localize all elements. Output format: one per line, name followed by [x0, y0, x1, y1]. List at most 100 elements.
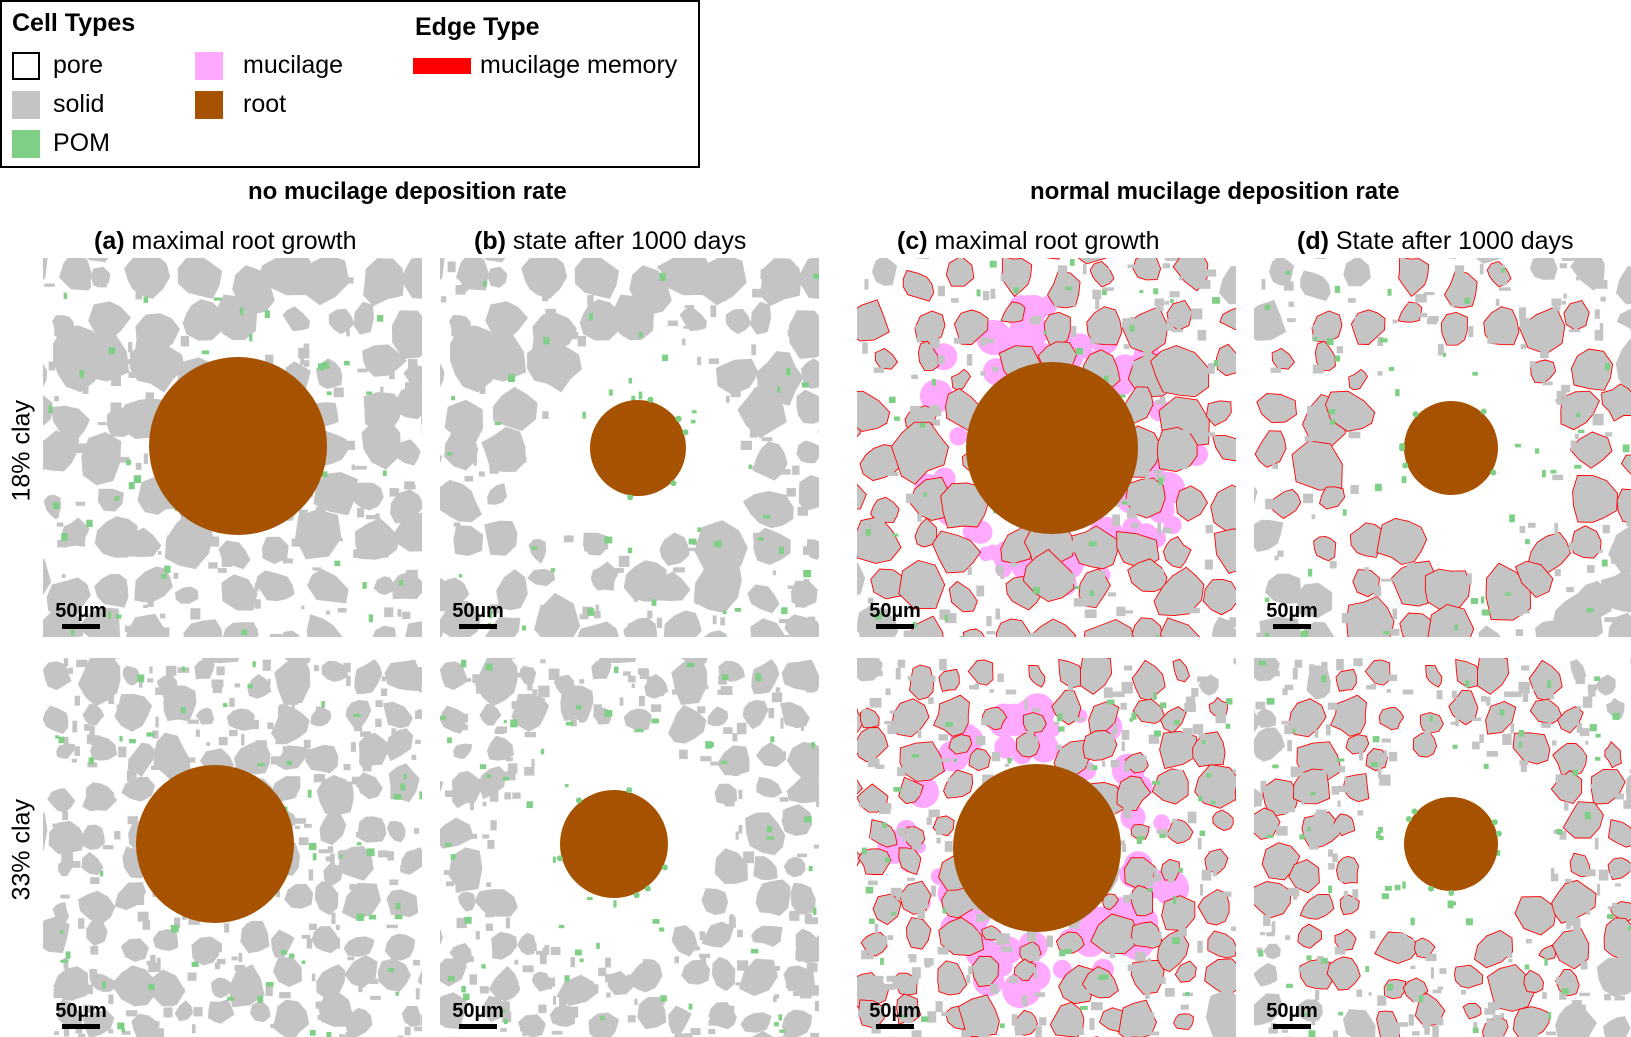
clay-particle: [733, 282, 738, 293]
clay-particle: [294, 825, 300, 830]
clay-particle: [738, 824, 743, 834]
solid-grain: [560, 685, 594, 722]
clay-particle: [1336, 765, 1345, 773]
clay-particle: [1437, 344, 1444, 356]
solid-grain: [1256, 393, 1297, 424]
clay-particle: [932, 419, 941, 426]
clay-particle: [1057, 265, 1068, 274]
clay-particle: [563, 369, 570, 381]
clay-particle: [1623, 594, 1631, 604]
clay-particle: [1519, 760, 1529, 766]
clay-particle: [363, 783, 370, 788]
solid-grain: [756, 776, 783, 798]
mucilage-patch: [919, 379, 954, 413]
clay-particle: [1277, 550, 1284, 557]
clay-particle: [1149, 1031, 1160, 1036]
clay-particle: [1312, 325, 1317, 330]
clay-particle: [1527, 1026, 1534, 1035]
pom-speck: [1612, 712, 1620, 720]
clay-particle: [935, 823, 943, 836]
clay-particle: [1615, 793, 1625, 800]
clay-particle: [532, 689, 538, 695]
clay-particle: [1423, 1017, 1431, 1026]
clay-particle: [1527, 522, 1536, 528]
solid-grain: [1306, 665, 1331, 700]
clay-particle: [1277, 886, 1285, 891]
clay-particle: [60, 668, 69, 676]
clay-particle: [511, 701, 519, 709]
pom-speck: [326, 391, 332, 396]
clay-particle: [147, 599, 154, 607]
scale-bar-line: [62, 624, 100, 629]
solid-grain: [898, 847, 922, 875]
pom-speck: [1121, 501, 1128, 505]
solid-grain: [394, 512, 422, 552]
solid-grain: [456, 258, 489, 291]
pom-speck: [1058, 726, 1065, 732]
legend-item-mucilage: mucilage: [195, 51, 343, 80]
pom-speck: [1372, 736, 1380, 743]
pom-speck: [766, 836, 775, 840]
clay-particle: [1275, 803, 1288, 814]
clay-particle: [805, 669, 810, 681]
clay-particle: [1260, 520, 1270, 525]
clay-particle: [229, 729, 238, 737]
clay-particle: [1154, 298, 1165, 307]
clay-particle: [1200, 883, 1204, 896]
clay-particle: [1460, 276, 1466, 286]
solid-grain: [43, 363, 48, 387]
clay-particle: [1510, 723, 1515, 734]
clay-particle: [48, 361, 56, 371]
clay-particle: [465, 771, 470, 781]
pom-speck: [447, 737, 452, 744]
clay-particle: [1162, 527, 1172, 534]
clay-particle: [1068, 680, 1074, 691]
clay-particle: [448, 994, 456, 1004]
clay-particle: [401, 712, 407, 723]
clay-particle: [973, 751, 980, 759]
clay-particle: [1591, 549, 1603, 554]
clay-particle: [187, 719, 199, 724]
clay-particle: [862, 796, 872, 808]
clay-particle: [703, 685, 709, 689]
pom-speck: [1481, 609, 1490, 616]
clay-particle: [1191, 308, 1203, 320]
pom-speck: [651, 599, 657, 606]
clay-particle: [1564, 878, 1572, 883]
clay-particle: [486, 882, 492, 887]
clay-particle: [1594, 309, 1600, 319]
pom-speck: [1152, 780, 1161, 785]
pom-speck: [86, 519, 93, 528]
clay-particle: [1329, 560, 1337, 569]
clay-particle: [1333, 1030, 1339, 1037]
pom-speck: [808, 865, 813, 872]
clay-particle: [469, 974, 478, 985]
clay-particle: [1395, 1022, 1401, 1035]
clay-particle: [1201, 869, 1212, 881]
clay-particle: [605, 973, 613, 983]
pom-speck: [1601, 559, 1608, 567]
pom-speck: [1374, 483, 1382, 492]
clay-particle: [1298, 967, 1304, 973]
clay-particle: [1000, 273, 1011, 282]
clay-particle: [1472, 741, 1480, 750]
clay-particle: [1046, 935, 1054, 948]
pom-speck: [447, 451, 452, 456]
clay-particle: [881, 632, 891, 637]
clay-particle: [1506, 952, 1513, 958]
clay-particle: [1471, 717, 1482, 722]
solid-grain: [1329, 694, 1367, 737]
clay-particle: [1424, 1024, 1430, 1035]
clay-particle: [68, 667, 73, 674]
clay-particle: [473, 454, 477, 466]
clay-particle: [802, 546, 809, 555]
clay-particle: [353, 549, 364, 558]
clay-particle: [162, 987, 167, 994]
clay-particle: [450, 675, 463, 684]
pom-speck: [865, 886, 874, 894]
solid-grain: [637, 996, 667, 1030]
solid-grain: [1118, 999, 1157, 1037]
pom-speck: [1155, 635, 1160, 637]
clay-particle: [281, 968, 292, 981]
solid-grain: [358, 732, 388, 771]
